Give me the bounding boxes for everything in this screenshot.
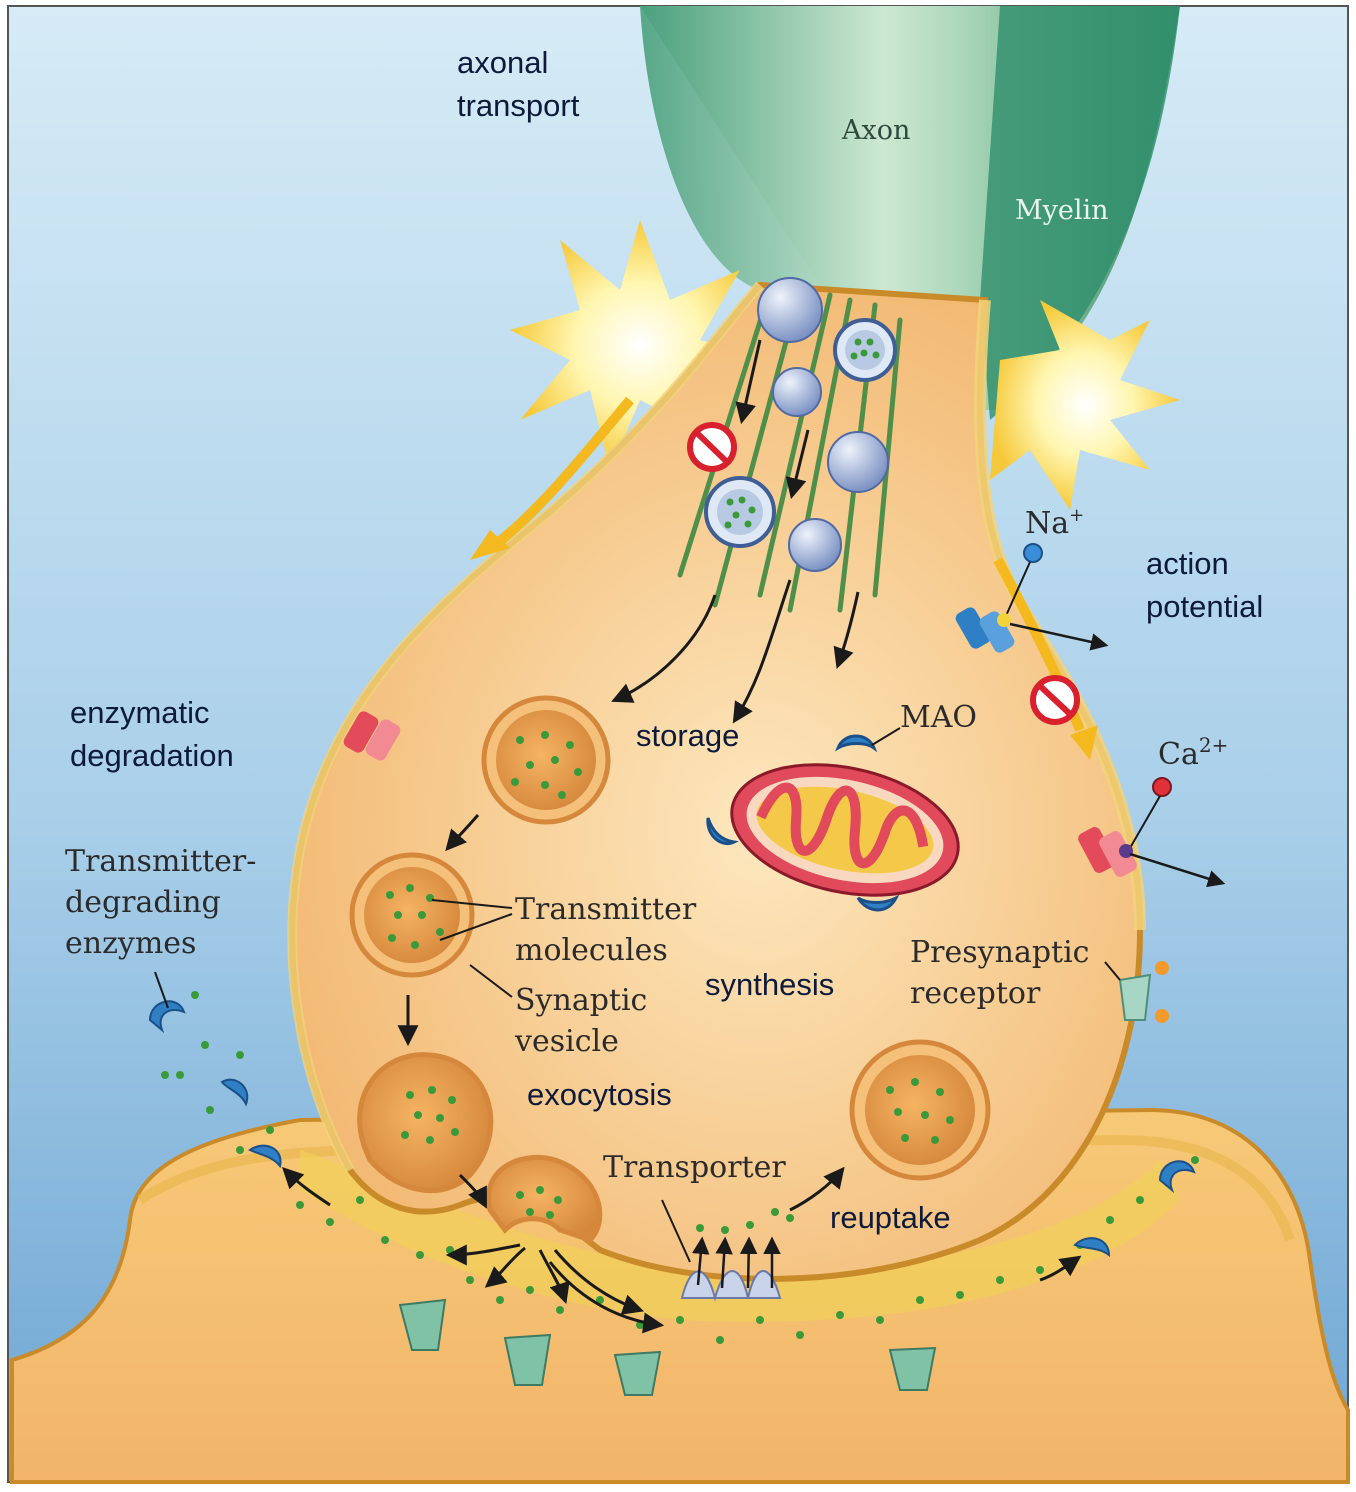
calcium-ion bbox=[1153, 778, 1171, 796]
label-transporter: Transporter bbox=[603, 1150, 786, 1185]
label-enzymatic-degradation-1: enzymatic bbox=[70, 695, 210, 730]
label-synaptic-vesicle-1: Synaptic bbox=[515, 983, 647, 1018]
label-reuptake: reuptake bbox=[830, 1200, 951, 1235]
label-presynaptic-receptor-2: receptor bbox=[910, 976, 1041, 1011]
label-transmitter-degrading-3: enzymes bbox=[65, 926, 196, 961]
exocytosis-vesicle-fusing bbox=[360, 1055, 491, 1191]
sodium-ion bbox=[1024, 544, 1042, 562]
label-axon: Axon bbox=[841, 115, 910, 146]
inhibit-icon-action-potential bbox=[1033, 678, 1077, 722]
label-synaptic-vesicle-2: vesicle bbox=[514, 1024, 619, 1059]
label-transmitter-degrading-1: Transmitter- bbox=[65, 844, 256, 879]
inhibit-icon-transport bbox=[690, 425, 734, 469]
label-exocytosis: exocytosis bbox=[527, 1077, 672, 1112]
label-mao: MAO bbox=[900, 700, 977, 735]
label-axonal-transport-2: transport bbox=[457, 88, 580, 123]
label-action-potential-1: action bbox=[1146, 546, 1229, 581]
label-presynaptic-receptor-1: Presynaptic bbox=[910, 935, 1090, 970]
label-synthesis: synthesis bbox=[705, 967, 834, 1002]
label-transmitter-molecules-1: Transmitter bbox=[515, 892, 697, 927]
label-myelin: Myelin bbox=[1015, 195, 1109, 226]
label-enzymatic-degradation-2: degradation bbox=[70, 738, 234, 773]
label-axonal-transport-1: axonal bbox=[457, 45, 548, 80]
label-transmitter-molecules-2: molecules bbox=[515, 933, 668, 968]
label-transmitter-degrading-2: degrading bbox=[65, 885, 221, 920]
label-action-potential-2: potential bbox=[1146, 589, 1263, 624]
label-storage: storage bbox=[636, 718, 739, 753]
